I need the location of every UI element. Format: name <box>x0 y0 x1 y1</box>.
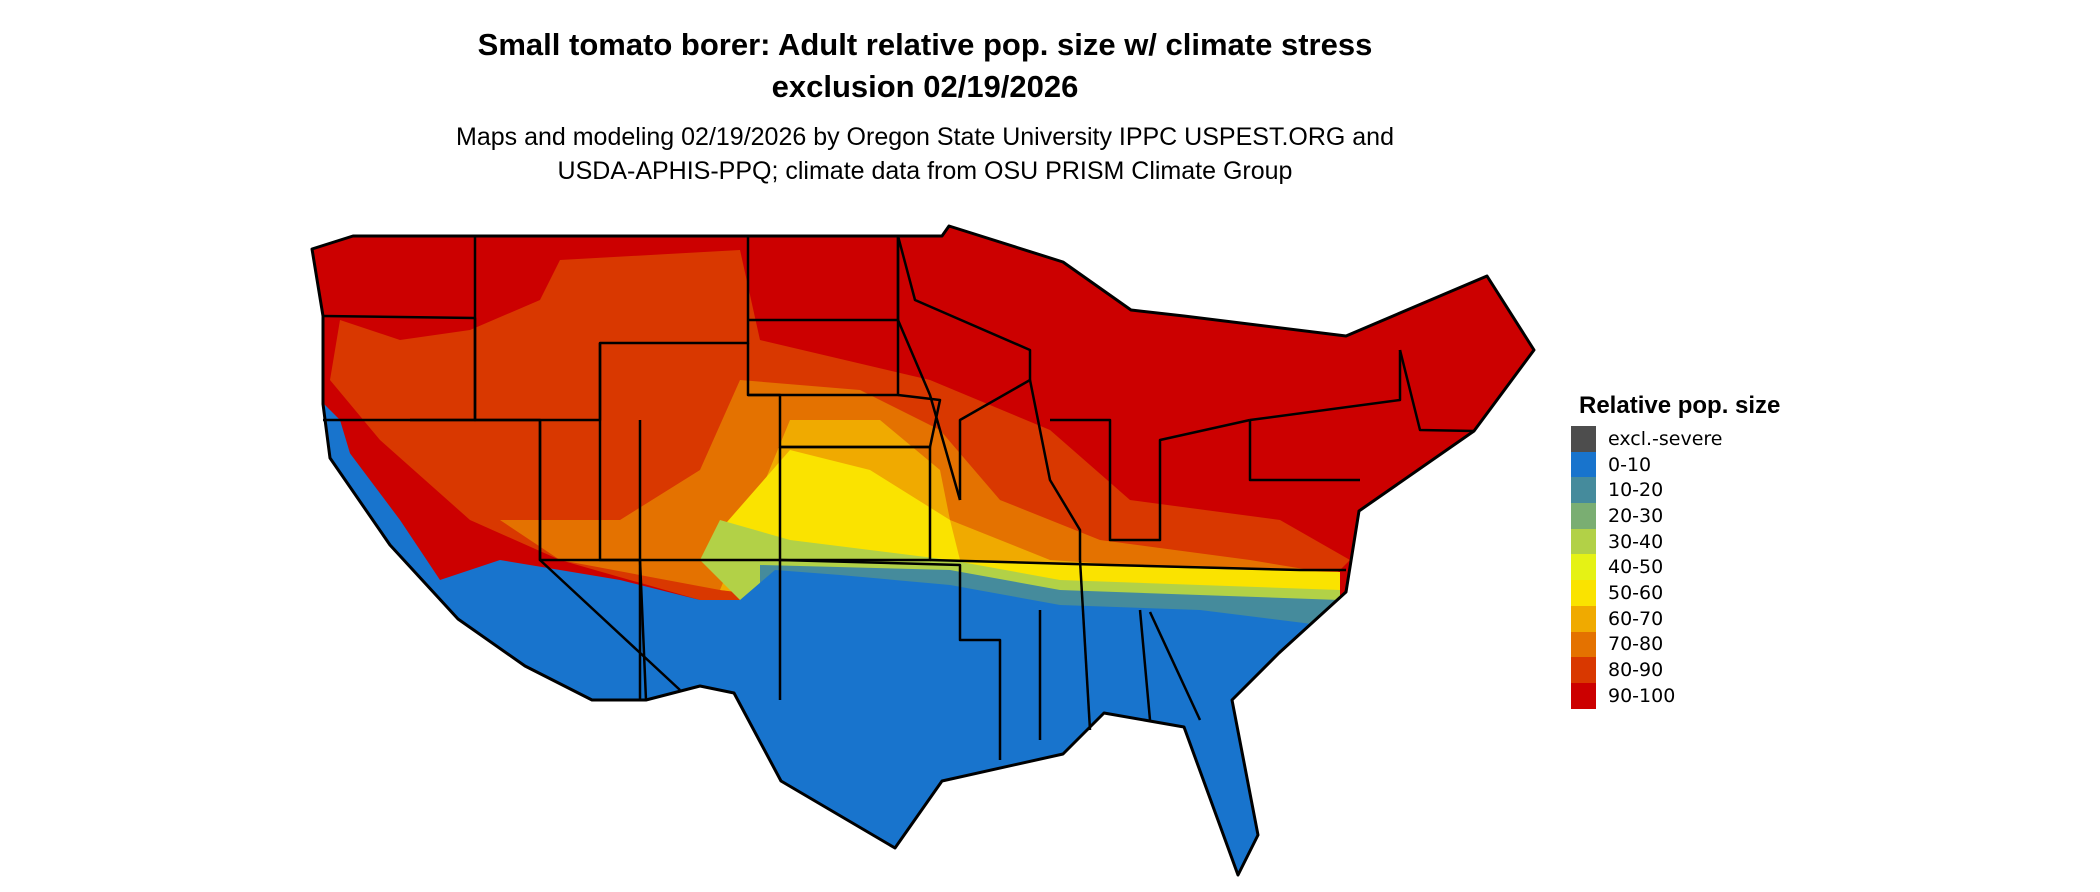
map-subtitle: Maps and modeling 02/19/2026 by Oregon S… <box>0 120 1850 188</box>
legend-item: 10-20 <box>1571 477 1780 504</box>
legend-label: 90-100 <box>1608 684 1676 707</box>
legend-swatch <box>1571 426 1596 452</box>
title-line-1: Small tomato borer: Adult relative pop. … <box>477 27 1373 62</box>
legend-swatch <box>1571 477 1596 504</box>
legend-label: 10-20 <box>1608 479 1664 502</box>
legend-item: 20-30 <box>1571 503 1780 529</box>
legend-label: 80-90 <box>1608 659 1664 682</box>
legend-items: excl.-severe 0-10 10-20 20-30 30-40 40-50 50-6… <box>1571 426 1780 709</box>
legend-label: 0-10 <box>1608 453 1652 476</box>
subtitle-line-1: Maps and modeling 02/19/2026 by Oregon S… <box>456 123 1394 151</box>
map-title: Small tomato borer: Adult relative pop. … <box>0 24 1850 108</box>
map-raster <box>312 226 1534 875</box>
legend-item: 80-90 <box>1571 657 1780 683</box>
title-line-2: exclusion 02/19/2026 <box>771 69 1079 104</box>
legend-label: 30-40 <box>1608 530 1664 553</box>
legend-swatch <box>1571 503 1596 529</box>
legend-item: 50-60 <box>1571 580 1780 606</box>
legend-item: 0-10 <box>1571 451 1780 478</box>
legend-swatch <box>1571 657 1596 683</box>
legend-item: 90-100 <box>1571 682 1780 709</box>
legend-item: 40-50 <box>1571 554 1780 581</box>
us-outline <box>310 224 1536 877</box>
legend-label: 70-80 <box>1608 633 1664 656</box>
legend-swatch <box>1571 605 1596 632</box>
legend-title: Relative pop. size <box>1579 392 1781 419</box>
legend-item: 60-70 <box>1571 605 1780 632</box>
state-borders <box>322 234 1475 760</box>
legend-swatch <box>1571 451 1596 478</box>
legend: Relative pop. size excl.-severe 0-10 10-20… <box>1571 392 1780 709</box>
legend-item: excl.-severe <box>1571 426 1780 452</box>
legend-swatch <box>1571 631 1596 658</box>
subtitle-line-2: USDA-APHIS-PPQ; climate data from OSU PR… <box>557 157 1293 185</box>
legend-swatch <box>1571 682 1596 709</box>
legend-label: 50-60 <box>1608 581 1664 604</box>
legend-item: 30-40 <box>1571 528 1780 555</box>
legend-label: 20-30 <box>1608 504 1664 527</box>
legend-swatch <box>1571 554 1596 581</box>
legend-item: 70-80 <box>1571 631 1780 658</box>
legend-swatch <box>1571 580 1596 606</box>
legend-label: 40-50 <box>1608 556 1664 579</box>
legend-label: excl.-severe <box>1608 427 1723 450</box>
legend-label: 60-70 <box>1608 607 1664 630</box>
legend-swatch <box>1571 528 1596 555</box>
